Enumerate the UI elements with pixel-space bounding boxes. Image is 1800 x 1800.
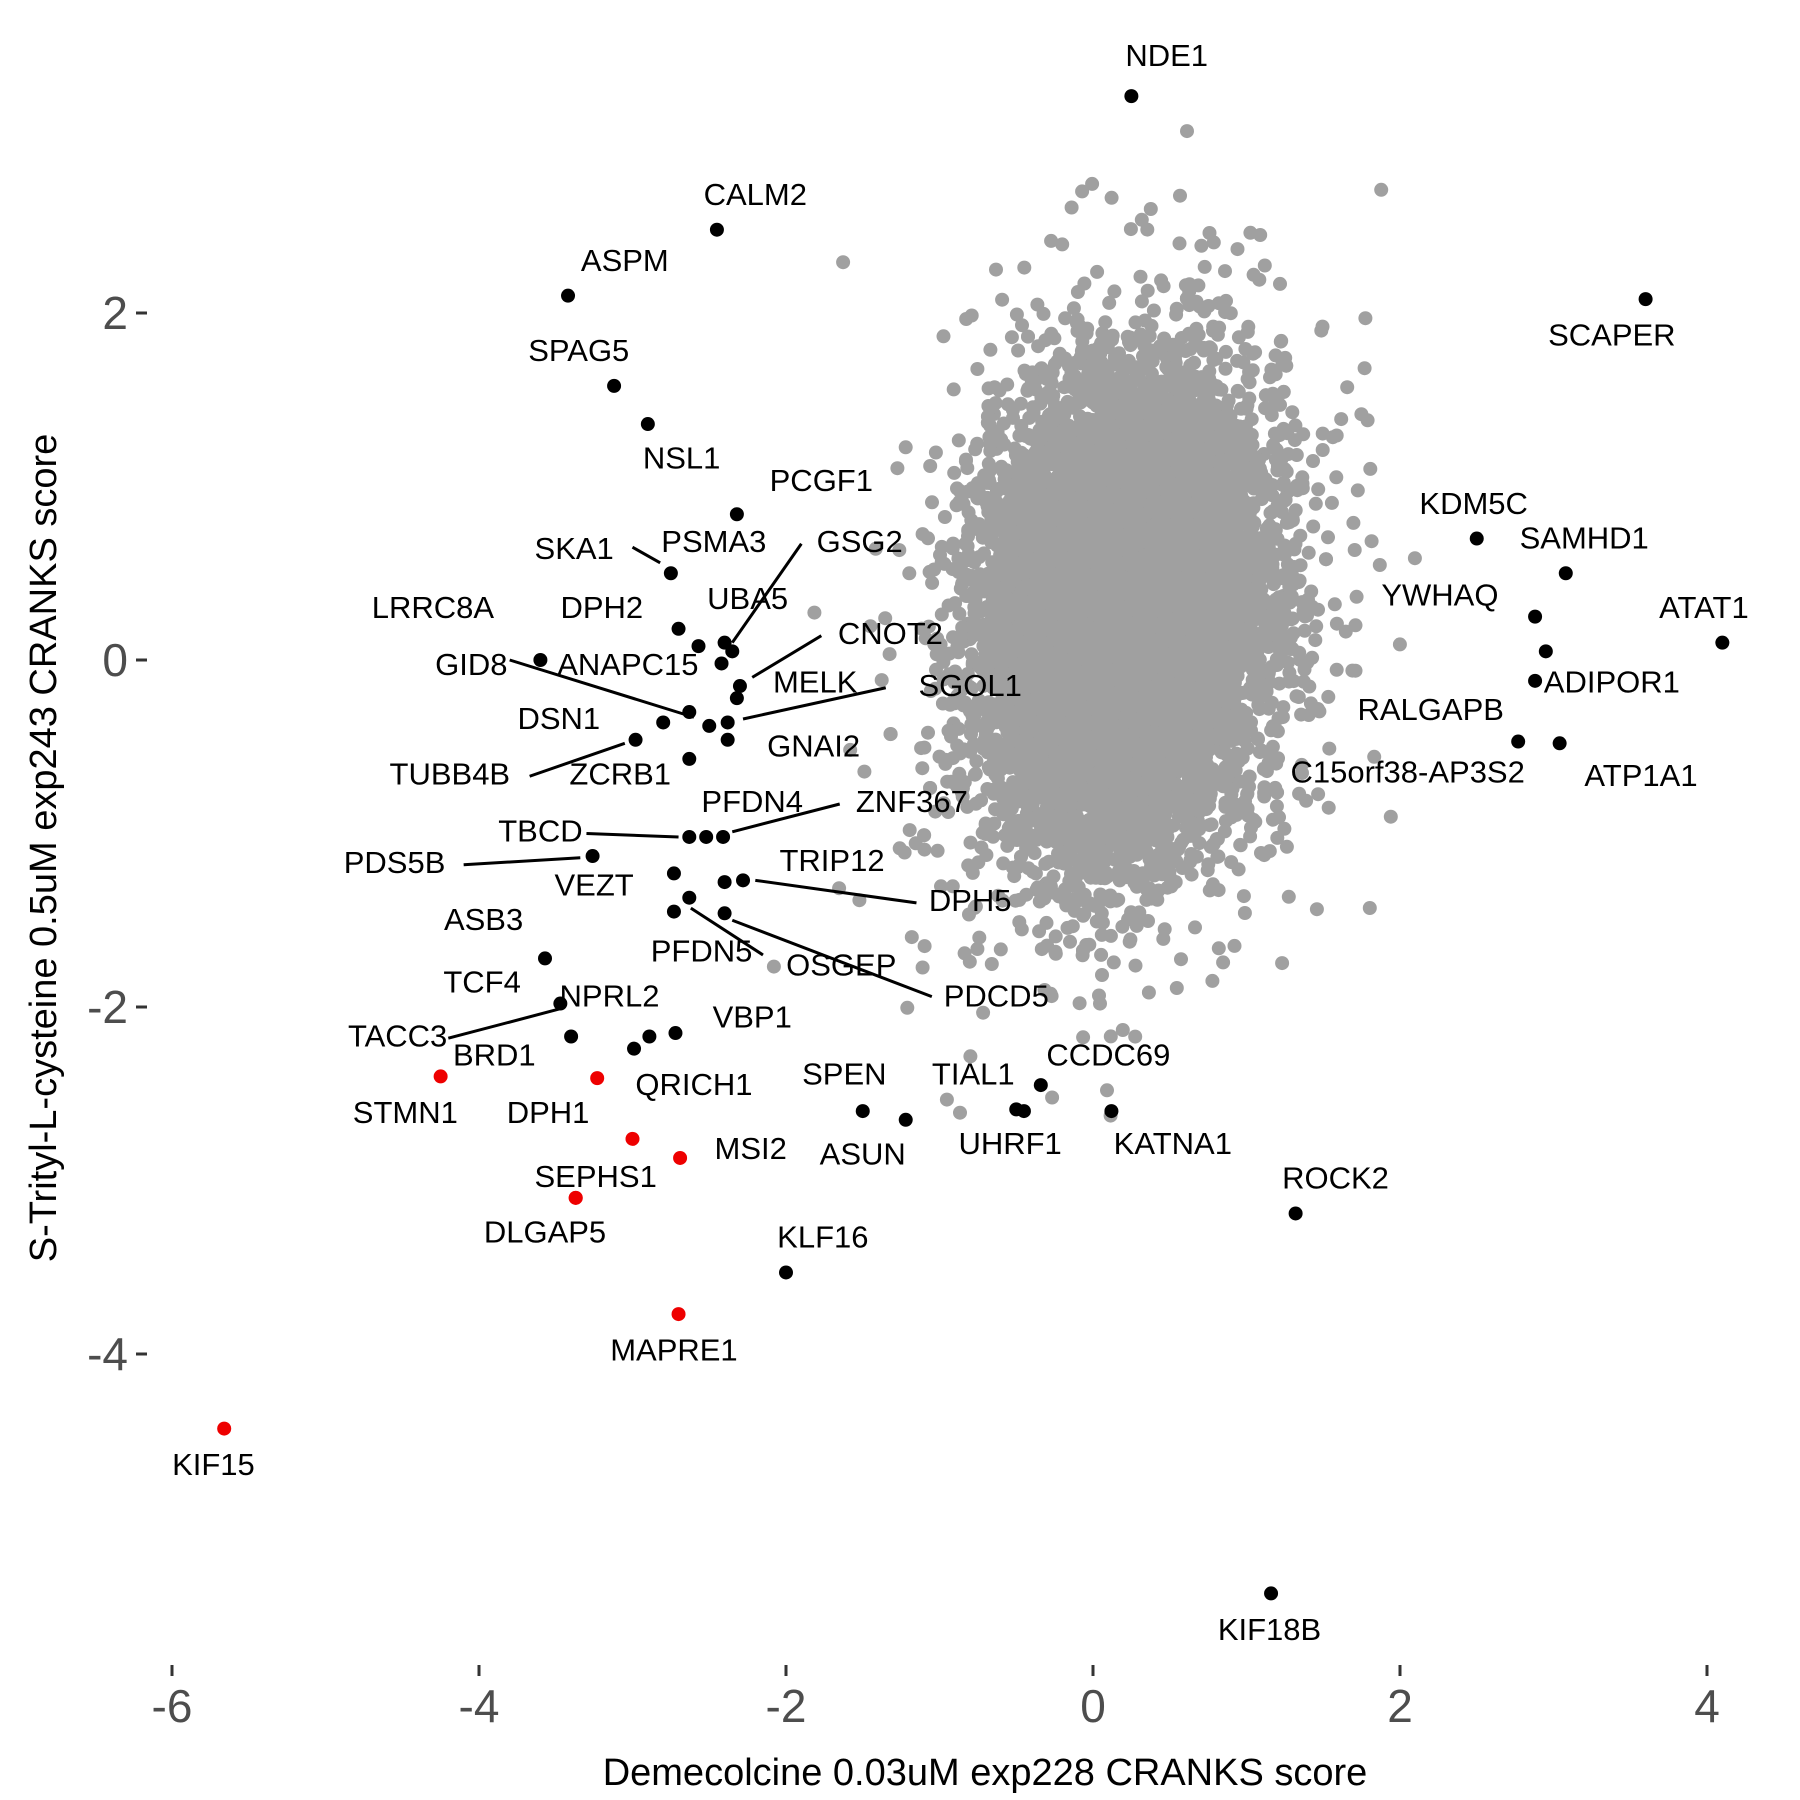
- background-point: [1321, 530, 1335, 545]
- background-point: [1188, 920, 1202, 935]
- background-point: [1169, 981, 1184, 995]
- background-point: [878, 611, 893, 626]
- background-point: [960, 667, 975, 681]
- background-point: [1147, 868, 1162, 883]
- background-point: [952, 606, 967, 621]
- background-point: [937, 510, 952, 524]
- background-point: [1321, 800, 1336, 815]
- background-point: [1305, 650, 1320, 665]
- background-point: [1324, 495, 1339, 510]
- background-point: [1311, 482, 1326, 497]
- background-point: [1340, 380, 1355, 395]
- background-point: [1180, 124, 1194, 139]
- background-point: [1273, 334, 1288, 349]
- background-point: [1174, 952, 1188, 967]
- background-point: [868, 541, 883, 556]
- background-point: [902, 823, 917, 838]
- background-point: [1072, 996, 1087, 1011]
- background-point: [1281, 889, 1296, 904]
- background-point: [934, 539, 949, 554]
- background-point: [1329, 470, 1344, 485]
- background-points: [766, 124, 1422, 1123]
- background-point: [1218, 344, 1233, 359]
- background-point: [965, 865, 980, 880]
- background-point: [1275, 477, 1290, 492]
- background-point: [1184, 867, 1199, 882]
- background-point: [930, 843, 945, 858]
- background-point: [1227, 938, 1242, 953]
- background-point: [1048, 929, 1063, 944]
- background-point: [1194, 238, 1209, 253]
- background-point: [1085, 176, 1100, 191]
- background-point: [951, 433, 966, 448]
- background-point: [1315, 443, 1330, 457]
- background-point: [1011, 343, 1026, 358]
- background-point: [925, 495, 939, 510]
- background-point: [995, 292, 1010, 307]
- background-point: [1201, 857, 1216, 872]
- background-point: [1205, 973, 1220, 988]
- background-point: [1014, 922, 1029, 937]
- background-point: [1363, 461, 1378, 476]
- background-point: [976, 1005, 991, 1020]
- background-point: [1306, 519, 1321, 534]
- background-point: [915, 960, 930, 975]
- background-point: [1392, 637, 1407, 652]
- background-point: [1055, 237, 1070, 252]
- background-point: [1334, 412, 1349, 427]
- background-point: [970, 942, 985, 956]
- background-point: [1308, 633, 1323, 648]
- background-point: [1407, 551, 1422, 566]
- background-point: [970, 362, 985, 376]
- background-point: [1070, 285, 1085, 299]
- background-point: [1349, 589, 1364, 604]
- background-point: [1257, 258, 1272, 273]
- background-point: [1364, 534, 1379, 549]
- background-point: [1102, 295, 1117, 310]
- background-point: [1263, 370, 1277, 385]
- background-point: [1230, 383, 1245, 398]
- background-point: [1143, 202, 1158, 216]
- background-point: [766, 959, 781, 974]
- background-point: [857, 764, 872, 779]
- background-point: [1362, 901, 1377, 915]
- background-point: [1367, 749, 1382, 764]
- background-point: [1218, 361, 1233, 376]
- background-point: [1211, 883, 1226, 898]
- background-point: [1128, 958, 1143, 973]
- background-point: [1009, 307, 1024, 322]
- background-point: [1206, 235, 1221, 250]
- background-point: [1122, 934, 1137, 949]
- background-point: [989, 262, 1003, 277]
- background-point: [1058, 311, 1073, 326]
- background-point: [1327, 597, 1342, 612]
- background-point: [892, 543, 907, 558]
- background-point: [1106, 955, 1121, 970]
- background-point: [902, 566, 917, 581]
- background-point: [1276, 700, 1291, 715]
- background-point: [932, 749, 947, 764]
- background-point: [1133, 269, 1148, 284]
- background-point: [977, 546, 991, 561]
- background-point: [836, 255, 851, 270]
- background-point: [1237, 906, 1252, 920]
- background-point: [1230, 242, 1245, 257]
- background-point: [923, 459, 938, 473]
- background-point: [1211, 849, 1226, 864]
- background-point: [1216, 955, 1231, 970]
- background-point: [1060, 920, 1075, 935]
- background-point: [995, 893, 1010, 908]
- background-point: [1017, 260, 1032, 275]
- background-point: [947, 465, 962, 480]
- background-point: [963, 835, 978, 850]
- background-point: [1156, 931, 1171, 946]
